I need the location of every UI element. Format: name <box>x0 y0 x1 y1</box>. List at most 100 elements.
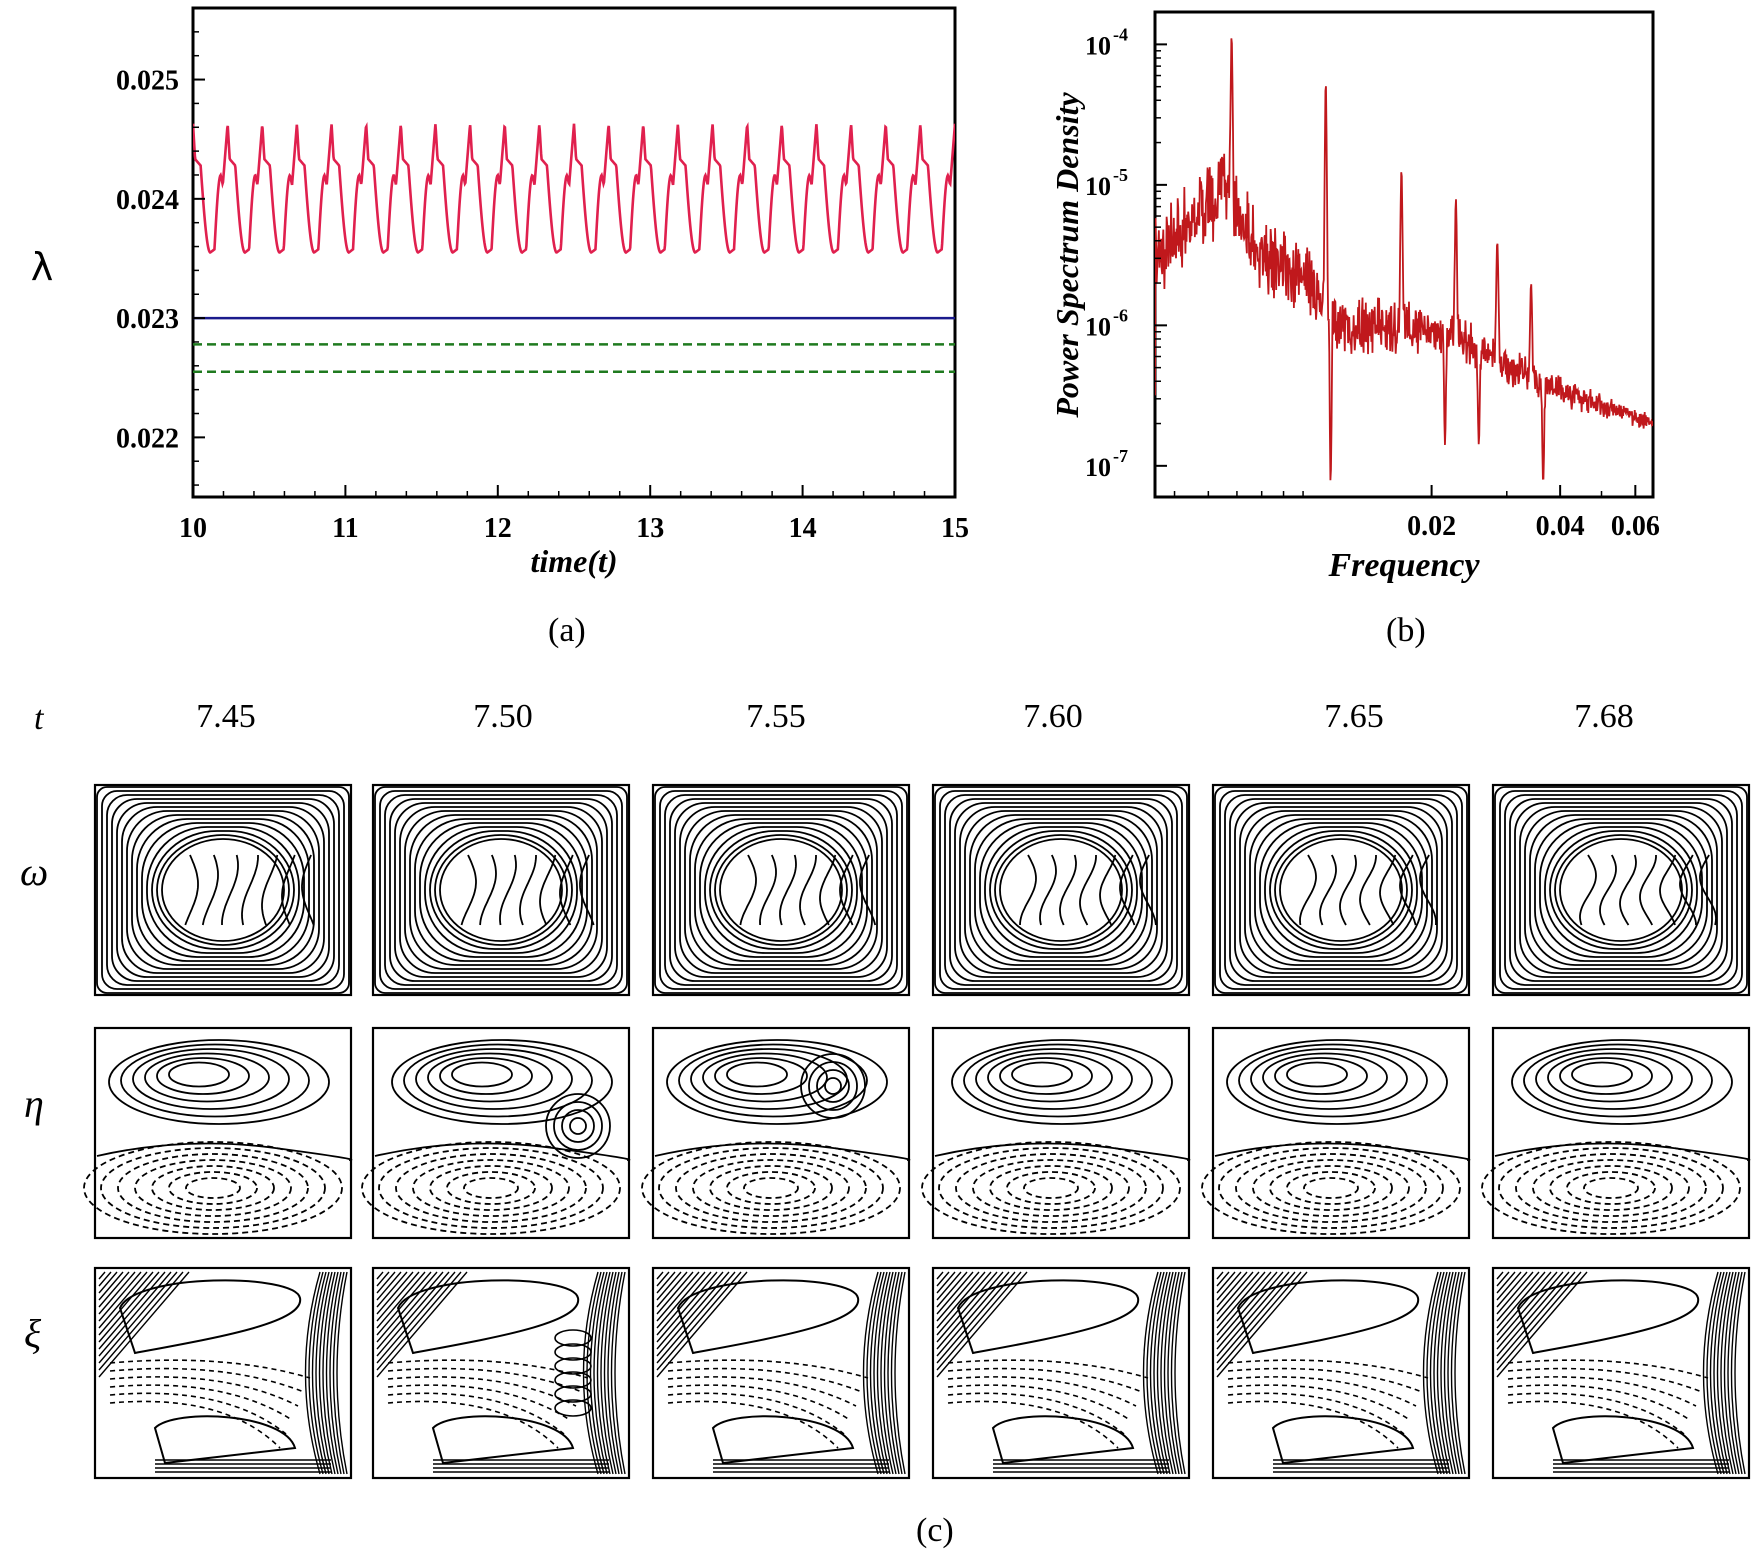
omega-edge-contour <box>394 802 608 978</box>
omega-interior-contour <box>1319 854 1337 926</box>
eta-negative-contour <box>446 1171 536 1205</box>
omega-edge-contour <box>699 822 863 958</box>
xi-corner-contour <box>936 1271 968 1308</box>
eta-negative-contour <box>709 1165 833 1211</box>
contour-panel-xi-6 <box>1491 1266 1751 1480</box>
xi-negative-contour <box>1507 1367 1703 1393</box>
eta-secondary-cell <box>816 1069 850 1103</box>
xi-wall-contour <box>1156 1271 1171 1475</box>
eta-positive-contour <box>963 1043 1153 1118</box>
eta-negative-contour <box>1532 1159 1690 1217</box>
panel-a-xtick-label: 14 <box>789 513 817 544</box>
xi-negative-contour <box>109 1359 311 1379</box>
omega-interior-contour <box>559 854 574 926</box>
eta-negative-contour <box>463 1177 519 1199</box>
contour-panel-frame <box>93 1026 353 1240</box>
panel-b-ylabel: Power Spectrum Density <box>1049 92 1085 419</box>
xi-negative-contour <box>947 1359 1149 1379</box>
panel-a-frame <box>191 6 957 499</box>
eta-positive-contour <box>1262 1052 1388 1103</box>
eta-negative-contour <box>378 1147 604 1229</box>
panel-a-xlabel: time(t) <box>530 543 617 579</box>
eta-negative-contour <box>1481 1141 1741 1235</box>
xi-wall-contour <box>1170 1271 1183 1475</box>
omega-edge-contour <box>1539 822 1703 958</box>
omega-edge-contour <box>1249 814 1433 966</box>
xi-corner-contour <box>98 1271 148 1329</box>
eta-zero-contour <box>374 1142 631 1161</box>
omega-interior-contour <box>779 854 797 926</box>
eta-negative-contour <box>1023 1177 1079 1199</box>
omega-interior-contour <box>460 854 477 926</box>
contour-panel-eta-5 <box>1201 1026 1471 1240</box>
xi-corner-contour <box>1496 1271 1576 1364</box>
eta-positive-contour <box>1011 1061 1073 1088</box>
eta-negative-contour <box>83 1141 343 1235</box>
omega-interior-contour <box>1399 854 1417 926</box>
eta-secondary-cell <box>553 1101 603 1151</box>
omega-edge-contour <box>399 806 603 974</box>
eta-negative-contour <box>1235 1153 1427 1223</box>
xi-wall-contour <box>614 1271 626 1475</box>
xi-wall-contour <box>311 1271 327 1475</box>
eta-positive-contour <box>1571 1061 1633 1088</box>
xi-corner-contour <box>1496 1271 1564 1350</box>
eta-negative-contour <box>168 1171 258 1205</box>
omega-interior-contour <box>1659 854 1677 926</box>
panel-a-chart: 10 11 12 13 14 15 0.022 0.023 0.024 0.025 time(t)… <box>31 6 969 579</box>
omega-edge-contour <box>379 790 623 990</box>
xi-corner-contour <box>98 1271 166 1350</box>
xi-corner-contour <box>376 1271 396 1294</box>
panel-a-xtick-label: 10 <box>179 513 207 544</box>
xi-corner-contour <box>98 1271 124 1301</box>
omega-edge-contour <box>161 838 285 942</box>
omega-interior-contour <box>261 854 279 926</box>
xi-corner-contour <box>656 1271 670 1287</box>
eta-positive-contour <box>999 1057 1093 1095</box>
xi-corner-contour <box>1216 1271 1230 1287</box>
omega-edge-contour <box>694 818 868 962</box>
omega-edge-contour <box>1509 798 1733 982</box>
xi-wall-contour <box>1146 1271 1162 1475</box>
xi-wall-contour <box>869 1271 885 1475</box>
omega-edge-contour <box>1239 806 1443 974</box>
xi-negative-contour <box>947 1384 1131 1421</box>
contour-panel-omega-6 <box>1491 783 1751 997</box>
xi-wall-contour <box>329 1271 342 1475</box>
xi-negative-contour <box>387 1367 583 1393</box>
omega-interior-contour <box>201 854 219 926</box>
time-label: 7.60 <box>1023 698 1083 735</box>
omega-edge-contour <box>141 822 305 958</box>
xi-eddy-contour <box>554 1329 592 1347</box>
omega-interior-contour <box>1699 854 1717 926</box>
omega-edge-contour <box>439 838 563 942</box>
eta-positive-contour <box>975 1048 1133 1110</box>
omega-edge-contour <box>1229 798 1453 982</box>
omega-interior-contour <box>1019 854 1037 926</box>
xi-negative-contour <box>1507 1400 1679 1449</box>
omega-interior-contour <box>1339 854 1357 926</box>
xi-wall-contour <box>1706 1271 1722 1475</box>
xi-negative-contour <box>667 1359 869 1379</box>
eta-positive-contour <box>156 1057 250 1095</box>
contour-panel-xi-1 <box>93 1266 353 1480</box>
eta-zero-contour <box>1214 1142 1471 1161</box>
eta-negative-contour <box>658 1147 884 1229</box>
xi-negative-contour <box>947 1376 1137 1407</box>
eta-negative-contour <box>1201 1141 1461 1235</box>
eta-positive-contour <box>439 1057 533 1095</box>
xi-lower-loop <box>431 1415 575 1465</box>
eta-negative-contour <box>641 1141 901 1235</box>
eta-negative-contour <box>1515 1153 1707 1223</box>
xi-corner-contour <box>376 1271 438 1343</box>
row-label-omega: ω <box>20 849 49 894</box>
xi-wall-contour <box>322 1271 336 1475</box>
xi-wall-contour <box>1454 1271 1466 1475</box>
xi-negative-contour <box>109 1392 287 1435</box>
omega-edge-contour <box>664 794 898 986</box>
contour-panel-xi-2 <box>371 1266 631 1480</box>
xi-negative-contour <box>1227 1359 1429 1379</box>
xi-wall-contour <box>1709 1271 1725 1475</box>
eta-negative-contour <box>955 1153 1147 1223</box>
xi-wall-contour <box>1443 1271 1457 1475</box>
